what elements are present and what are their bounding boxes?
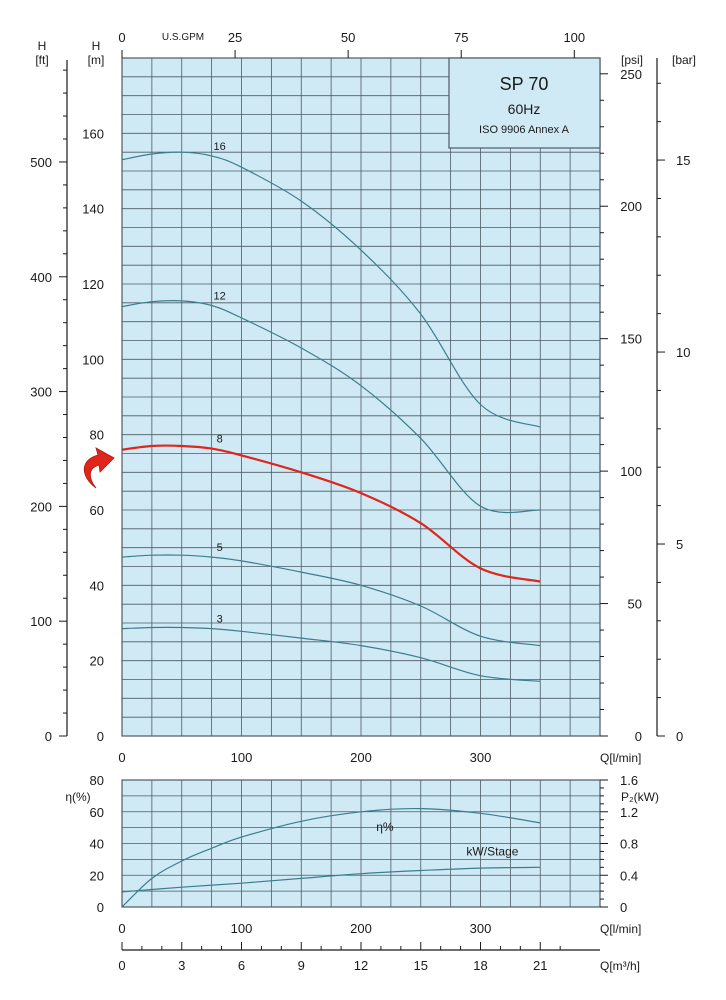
gpm-tick-label: 0: [118, 30, 125, 45]
q-tick-label: 300: [470, 750, 492, 765]
m3h-tick-label: 12: [354, 958, 368, 973]
m-axis-header: H: [92, 39, 101, 53]
ft-tick-label: 100: [30, 614, 52, 629]
gpm-tick-label: 25: [228, 30, 242, 45]
eff-tick-label: 0: [97, 900, 104, 915]
head-x-axis-label: Q[l/min]: [600, 751, 641, 765]
psi-axis-unit: [psi]: [621, 53, 643, 67]
curve-label-8: 8: [217, 434, 223, 446]
psi-tick-label: 0: [635, 729, 642, 744]
curve-label-12: 12: [214, 290, 226, 302]
curved-arrow-icon: [83, 447, 115, 489]
eff-x-axis-label: Q[l/min]: [600, 922, 641, 936]
gpm-tick-label: 100: [563, 30, 585, 45]
bar-tick-label: 15: [676, 153, 690, 168]
m-tick-label: 60: [90, 503, 104, 518]
ft-tick-label: 200: [30, 499, 52, 514]
q-tick-label: 0: [118, 750, 125, 765]
eff-axes: 0 20 40 60 80 0 0.4 0.8 1.2 1.6 0 100 200 300 0 3 6 9 12 15…: [90, 773, 639, 973]
eff-tick-label: 40: [90, 837, 104, 852]
q-tick-label: 100: [231, 750, 253, 765]
bar-tick-label: 0: [676, 729, 683, 744]
m-tick-label: 80: [90, 428, 104, 443]
head-curves: 16 12 8 5 3: [121, 141, 541, 682]
m-tick-label: 100: [82, 352, 104, 367]
psi-tick-label: 150: [620, 332, 642, 347]
ft-tick-label: 300: [30, 385, 52, 400]
ft-tick-label: 400: [30, 270, 52, 285]
eff-curves: η% kW/Stage: [121, 807, 541, 908]
eff-right-axis-label: P₂(kW): [621, 790, 659, 804]
model-name: SP 70: [500, 74, 549, 94]
head-axes: 0 100 200 300204060801001201401600010020030…: [30, 30, 690, 765]
ft-tick-label: 0: [45, 729, 52, 744]
eff-q-tick-label: 0: [118, 921, 125, 936]
m3h-tick-label: 15: [414, 958, 428, 973]
power-tick-label: 0.8: [620, 837, 638, 852]
m3h-tick-label: 3: [178, 958, 185, 973]
psi-tick-label: 250: [620, 67, 642, 82]
head-grid-frame: [121, 57, 601, 737]
m-axis-unit: [m]: [88, 53, 105, 67]
ft-axis-unit: [ft]: [35, 53, 48, 67]
q-tick-label: 200: [350, 750, 372, 765]
m-tick-label: 40: [90, 578, 104, 593]
gpm-axis-label: U.S.GPM: [162, 32, 204, 43]
m-tick-label: 120: [82, 277, 104, 292]
power-tick-label: 1.6: [620, 773, 638, 788]
model-box-frame: [448, 57, 601, 149]
curve-label-3: 3: [217, 614, 223, 626]
head-curve-3: [121, 626, 541, 682]
eff-tick-label: 80: [90, 773, 104, 788]
head-curve-16: [121, 151, 541, 428]
bar-axis-unit: [bar]: [672, 53, 696, 67]
head-curve-5: [121, 554, 541, 647]
head-grid: [122, 58, 600, 736]
eff-q-tick-label: 100: [231, 921, 253, 936]
eff-q-tick-label: 300: [470, 921, 492, 936]
gpm-tick-label: 50: [341, 30, 355, 45]
psi-tick-label: 100: [620, 464, 642, 479]
power-curve-label: kW/Stage: [466, 844, 518, 858]
m3h-tick-label: 6: [238, 958, 245, 973]
m-tick-label: 0: [97, 729, 104, 744]
model-box: SP 70 60Hz ISO 9906 Annex A: [448, 57, 601, 149]
curve-label-16: 16: [214, 141, 226, 153]
psi-tick-label: 200: [620, 199, 642, 214]
head-curve-12: [121, 300, 541, 514]
eff-tick-label: 20: [90, 868, 104, 883]
curve-label-5: 5: [217, 542, 223, 554]
eff-tick-label: 60: [90, 805, 104, 820]
eff-left-axis-label: η(%): [65, 790, 90, 804]
m3h-tick-label: 0: [118, 958, 125, 973]
psi-tick-label: 50: [628, 597, 642, 612]
power-tick-label: 0: [620, 900, 627, 915]
ft-axis-header: H: [38, 39, 47, 53]
m3h-tick-label: 21: [533, 958, 547, 973]
head-curve-8: [121, 444, 541, 583]
power-tick-label: 0.4: [620, 868, 638, 883]
model-standard: ISO 9906 Annex A: [479, 124, 570, 136]
m-tick-label: 140: [82, 202, 104, 217]
ft-tick-label: 500: [30, 155, 52, 170]
efficiency-curve-label: η%: [376, 820, 394, 834]
gpm-tick-label: 75: [454, 30, 468, 45]
m3h-tick-label: 9: [298, 958, 305, 973]
m3h-axis-label: Q[m³/h]: [600, 959, 640, 973]
m3h-tick-label: 18: [473, 958, 487, 973]
m-tick-label: 20: [90, 654, 104, 669]
power-tick-label: 1.2: [620, 805, 638, 820]
eff-q-tick-label: 200: [350, 921, 372, 936]
eff-curve: [121, 807, 541, 908]
bar-tick-label: 10: [676, 345, 690, 360]
eff-curve: [121, 866, 541, 893]
model-frequency: 60Hz: [508, 101, 541, 117]
m-tick-label: 160: [82, 126, 104, 141]
bar-tick-label: 5: [676, 537, 683, 552]
